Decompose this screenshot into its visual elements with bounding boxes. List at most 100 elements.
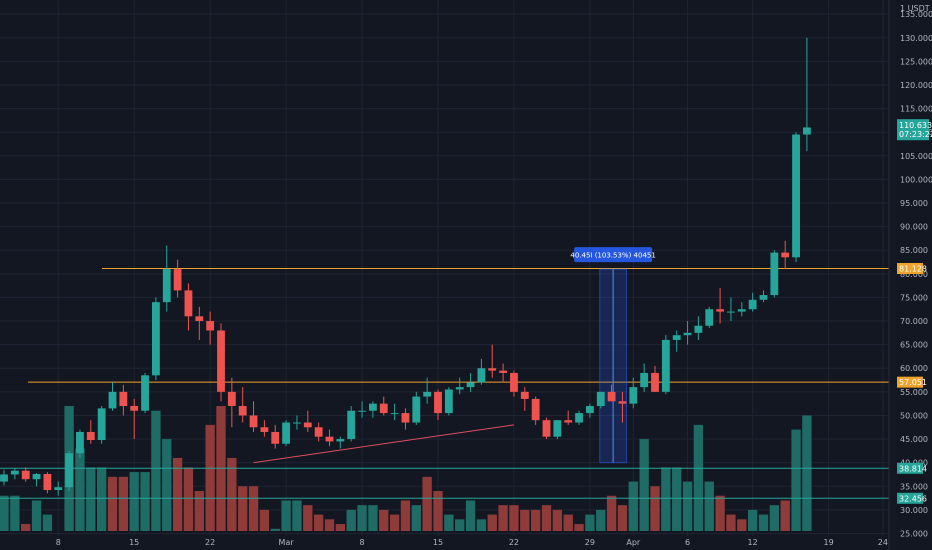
volume-bar bbox=[650, 486, 660, 531]
y-tick-label: 65.000 bbox=[900, 341, 928, 350]
candle-body bbox=[21, 470, 30, 480]
candle-body bbox=[510, 372, 518, 392]
volume-bar bbox=[281, 500, 291, 531]
level-badge bbox=[897, 462, 923, 474]
measure-tool[interactable]: 40.45I (103.53%) 40451 bbox=[570, 247, 656, 464]
x-tick-label: 12 bbox=[748, 538, 758, 547]
candle-body bbox=[65, 453, 74, 488]
volume-bar bbox=[42, 514, 53, 531]
volume-bar bbox=[75, 448, 85, 531]
y-tick-label: 55.000 bbox=[900, 388, 928, 397]
volume-bar bbox=[444, 514, 454, 531]
candle-body bbox=[434, 391, 442, 414]
volume-bar bbox=[357, 505, 367, 531]
candle-body bbox=[520, 391, 529, 399]
volume-bar bbox=[162, 439, 172, 531]
level-badge bbox=[897, 376, 923, 388]
candle-body bbox=[759, 295, 768, 300]
level-badge-text: 32.456 bbox=[899, 494, 927, 503]
volume-bar bbox=[487, 514, 497, 531]
candle-body bbox=[43, 473, 52, 491]
candle-body bbox=[108, 391, 117, 409]
volume-bar bbox=[10, 495, 20, 531]
volume-bar bbox=[31, 500, 42, 531]
y-tick-label: 115.000 bbox=[900, 105, 932, 114]
candle-body bbox=[575, 413, 583, 423]
volume-bar bbox=[802, 415, 812, 531]
x-tick-label: 22 bbox=[205, 538, 215, 547]
candle-body bbox=[368, 403, 377, 411]
volume-bar bbox=[21, 524, 31, 531]
y-tick-label: 120.000 bbox=[900, 81, 932, 90]
y-tick-label: 35.000 bbox=[900, 482, 928, 491]
candle-body bbox=[10, 470, 19, 475]
volume-bar bbox=[313, 514, 324, 531]
measure-label-bg bbox=[574, 247, 653, 263]
candle-body bbox=[97, 408, 106, 440]
y-tick-label: 45.000 bbox=[900, 435, 928, 444]
volume-bar bbox=[552, 509, 563, 531]
trendline-layer[interactable] bbox=[253, 424, 515, 464]
y-tick-label: 100.000 bbox=[900, 175, 932, 184]
candle-body bbox=[542, 420, 551, 437]
y-tick-label: 80.000 bbox=[900, 270, 928, 279]
x-tick-label: 15 bbox=[433, 538, 443, 547]
volume-bar bbox=[737, 519, 747, 531]
candle-body bbox=[54, 487, 63, 491]
y-tick-label: 135.000 bbox=[900, 10, 932, 19]
candle-body bbox=[303, 422, 312, 428]
volume-bar bbox=[530, 509, 541, 531]
volume-bar bbox=[541, 505, 552, 531]
volume-bar bbox=[422, 476, 432, 531]
volume-bar bbox=[335, 524, 346, 531]
candle-body bbox=[336, 439, 345, 442]
candle-body bbox=[499, 370, 508, 373]
candle-body bbox=[76, 431, 84, 454]
candle-body bbox=[477, 368, 486, 383]
time-axis[interactable]: 8 15 22 Mar 8 15 22 29 Apr 6 12 19 24 bbox=[56, 538, 888, 547]
volume-bar bbox=[476, 519, 487, 531]
x-tick-label: Mar bbox=[279, 538, 295, 547]
volume-bar bbox=[596, 509, 606, 531]
y-tick-label: 50.000 bbox=[900, 411, 928, 420]
horizontal-levels[interactable] bbox=[0, 267, 889, 499]
volume-bar bbox=[715, 495, 725, 531]
y-tick-label: 130.000 bbox=[900, 34, 932, 43]
candle-body bbox=[444, 389, 453, 414]
candle-body bbox=[293, 422, 301, 424]
volume-bar bbox=[563, 514, 573, 531]
candle-body bbox=[162, 269, 171, 303]
volume-bar bbox=[324, 519, 335, 531]
candle-body bbox=[249, 415, 258, 428]
volume-bar bbox=[140, 472, 150, 531]
candle-body bbox=[86, 431, 95, 440]
volume-bar bbox=[780, 500, 790, 531]
candle-body bbox=[531, 398, 540, 421]
candle-body bbox=[379, 403, 388, 414]
countdown-text: 07:23:22 bbox=[899, 130, 932, 139]
volume-bar bbox=[617, 505, 628, 531]
y-tick-label: 25.000 bbox=[900, 529, 928, 538]
volume-bar bbox=[704, 481, 714, 531]
volume-bar bbox=[455, 519, 465, 531]
volume-bar bbox=[151, 410, 161, 531]
volume-bar bbox=[194, 490, 204, 531]
volume-bar bbox=[368, 505, 378, 531]
candle-body bbox=[802, 127, 811, 135]
x-tick-label: 6 bbox=[685, 538, 690, 547]
candle-body bbox=[151, 302, 160, 376]
y-tick-label: 30.000 bbox=[900, 506, 928, 515]
level-badge bbox=[897, 492, 923, 504]
volume-bar bbox=[585, 514, 595, 531]
volume-bar bbox=[96, 467, 107, 531]
candle-body bbox=[260, 427, 269, 432]
candle-body bbox=[553, 420, 562, 437]
x-tick-label: 19 bbox=[824, 538, 834, 547]
volume-bar bbox=[183, 467, 194, 531]
candle-body bbox=[173, 269, 182, 291]
candle-body bbox=[238, 406, 247, 416]
trendline bbox=[253, 424, 515, 464]
volume-bar bbox=[248, 486, 259, 531]
